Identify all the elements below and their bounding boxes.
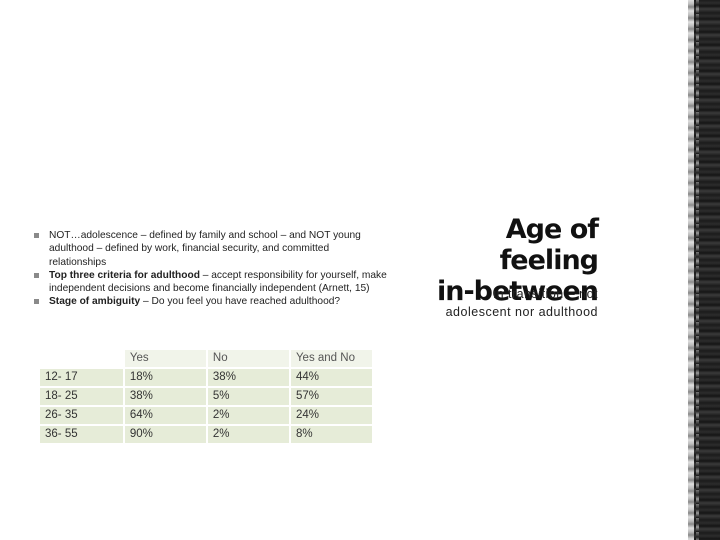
table-header-row: Yes No Yes and No (40, 350, 372, 367)
bullet-bold: Stage of ambiguity (49, 296, 141, 308)
slide-subtitle: in transition – not adolescent nor adult… (445, 287, 598, 319)
table-cell: 38% (205, 369, 289, 386)
bullet-list: NOT…adolescence – defined by family and … (34, 229, 389, 309)
square-bullet-icon (34, 299, 39, 305)
table-cell: 5% (205, 388, 289, 405)
title-line: Age of feeling (499, 214, 599, 276)
header-cell: Yes (122, 350, 206, 367)
decorative-edge-stripe (688, 0, 720, 540)
table-row: 36- 55 90% 2% 8% (40, 426, 372, 443)
bullet-bold: Top three criteria for adulthood (49, 269, 200, 281)
bullet-item: Top three criteria for adulthood – accep… (34, 269, 389, 296)
table-cell: 36- 55 (40, 426, 123, 443)
bullet-text: NOT…adolescence – defined by family and … (49, 230, 361, 268)
table-cell: 38% (122, 388, 206, 405)
adulthood-table: Yes No Yes and No 12- 17 18% 38% 44% 18-… (40, 348, 372, 445)
table-cell: 26- 35 (40, 407, 123, 424)
table-cell: 18% (122, 369, 206, 386)
square-bullet-icon (34, 233, 39, 238)
header-cell (40, 350, 123, 367)
header-cell: Yes and No (288, 350, 372, 367)
table-cell: 18- 25 (40, 388, 123, 405)
table-cell: 2% (205, 426, 289, 443)
slide-title: Age of feeling in-between (410, 214, 599, 307)
title-line: in-between (436, 276, 599, 307)
bullet-item: Stage of ambiguity – Do you feel you hav… (34, 295, 389, 308)
table-cell: 8% (288, 426, 372, 443)
table-cell: 90% (122, 426, 206, 443)
square-bullet-icon (34, 272, 39, 278)
table-cell: 64% (122, 407, 206, 424)
table-cell: 57% (288, 388, 372, 405)
header-cell: No (205, 350, 289, 367)
bullet-text: – Do you feel you have reached adulthood… (140, 296, 341, 308)
table-row: 18- 25 38% 5% 57% (40, 388, 372, 405)
bullet-text: – accept responsibility for yourself, ma… (49, 269, 387, 295)
bullet-item: NOT…adolescence – defined by family and … (34, 229, 389, 269)
table-cell: 2% (205, 407, 289, 424)
table-row: 12- 17 18% 38% 44% (40, 369, 372, 386)
table-cell: 24% (288, 407, 372, 424)
table-cell: 44% (288, 369, 372, 386)
table-cell: 12- 17 (40, 369, 123, 386)
table-row: 26- 35 64% 2% 24% (40, 407, 372, 424)
